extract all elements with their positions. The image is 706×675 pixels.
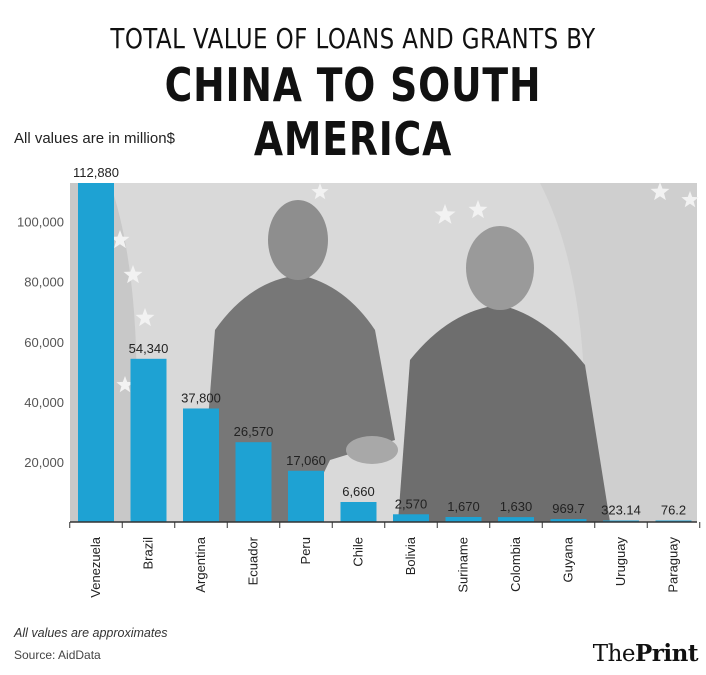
y-axis: 20,000 40,000 60,000 80,000 100,000 (17, 215, 64, 470)
bar-value-label: 76.2 (661, 503, 686, 518)
flag-star-5 (311, 183, 329, 200)
bar-bolivia (393, 514, 429, 522)
approximation-note: All values are approximates (14, 626, 168, 640)
bar-peru (288, 470, 324, 522)
y-tick-label: 80,000 (24, 275, 64, 290)
bar-value-label: 1,670 (447, 499, 480, 514)
flag-star-2 (123, 265, 143, 284)
flag-star-6 (434, 204, 456, 224)
source-text: Source: AidData (14, 648, 101, 662)
chart-subtitle: All values are in million$ (14, 130, 175, 147)
y-tick-label: 20,000 (24, 455, 64, 470)
bar-chile (340, 501, 377, 522)
bar-value-label: 323.14 (601, 503, 641, 518)
logo-part-the: The (592, 641, 636, 667)
x-category-label: Paraguay (666, 537, 681, 593)
x-category-label: Ecuador (246, 536, 261, 585)
theprint-logo: ThePrint (592, 640, 699, 667)
flag-star-3 (135, 308, 155, 327)
bars: 112,880 54,340 37,800 26,570 17,060 6,660 2,57… (73, 165, 692, 522)
flag-star-8 (650, 182, 670, 201)
x-category-label: Venezuela (88, 536, 103, 597)
bar-value-label: 54,340 (129, 341, 169, 356)
y-tick-label: 60,000 (24, 335, 64, 350)
chart-title-line2: CHINA TO SOUTH AMERICA (164, 58, 542, 166)
x-axis: Venezuela Brazil Argentina Ecuador Peru Chile… (69, 521, 701, 598)
x-category-label: Brazil (141, 537, 156, 570)
bar-argentina (183, 408, 219, 522)
person-left-head (268, 200, 328, 280)
bar-value-label: 6,660 (342, 484, 375, 499)
bar-value-label: 112,880 (73, 165, 119, 180)
bar-brazil (130, 358, 167, 522)
x-category-label: Peru (298, 537, 313, 564)
handshake (346, 436, 398, 464)
chart-title-line1: TOTAL VALUE OF LOANS AND GRANTS BY (110, 22, 596, 55)
x-category-label: Suriname (456, 537, 471, 593)
x-category-label: Guyana (561, 536, 576, 582)
bar-guyana (550, 519, 587, 522)
person-right-body (398, 305, 610, 522)
bar-value-label: 2,570 (395, 496, 428, 511)
bar-value-label: 37,800 (181, 390, 221, 405)
flag-star-4 (116, 376, 134, 393)
bar-value-label: 17,060 (286, 453, 326, 468)
y-tick-label: 100,000 (17, 215, 64, 230)
x-category-label: Chile (351, 537, 366, 567)
bar-venezuela (78, 183, 114, 522)
y-tick-label: 40,000 (24, 395, 64, 410)
flag-star-7 (468, 200, 488, 219)
flag-drape-right (540, 183, 697, 522)
x-category-label: Argentina (193, 536, 208, 592)
bar-value-label: 1,630 (500, 499, 533, 514)
x-category-label: Colombia (508, 536, 523, 592)
flag-star-9 (681, 191, 699, 208)
person-right-head (466, 226, 534, 310)
bar-chart: 20,000 40,000 60,000 80,000 100,000 112,880 5… (17, 165, 701, 598)
bar-suriname (445, 516, 482, 522)
bar-value-label: 969.7 (552, 501, 585, 516)
logo-part-print: Print (635, 640, 699, 667)
bar-value-label: 26,570 (234, 424, 274, 439)
flag-star-1 (110, 230, 130, 249)
bar-ecuador (235, 442, 272, 522)
x-category-label: Uruguay (613, 537, 628, 587)
bar-colombia (498, 517, 534, 522)
x-category-label: Bolivia (403, 536, 418, 575)
